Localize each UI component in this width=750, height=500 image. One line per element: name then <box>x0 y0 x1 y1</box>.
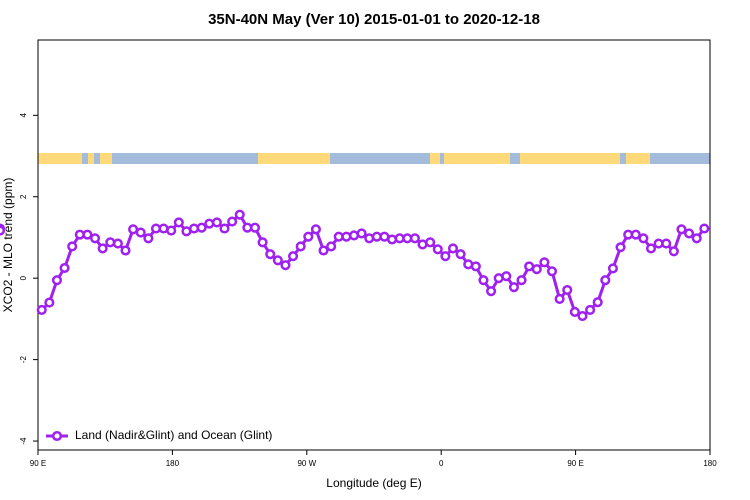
y-axis-label: XCO2 - MLO trend (ppm) <box>1 178 15 313</box>
data-point <box>607 263 618 274</box>
data-point <box>143 233 154 244</box>
data-point <box>364 233 375 244</box>
legend-marker <box>51 430 63 442</box>
x-tick-label: 90 E <box>567 459 583 468</box>
data-point <box>82 229 93 240</box>
data-point <box>67 241 78 252</box>
data-point <box>668 246 679 257</box>
data-point <box>501 271 512 282</box>
data-point <box>89 233 101 244</box>
data-point <box>577 310 588 322</box>
data-point <box>630 229 641 240</box>
data-point <box>204 218 215 229</box>
data-point <box>173 217 184 228</box>
data-point <box>36 304 47 315</box>
data-point <box>546 266 558 277</box>
data-point <box>516 275 527 286</box>
data-point <box>51 275 63 286</box>
legend-label: Land (Nadir&Glint) and Ocean (Glint) <box>75 428 272 442</box>
data-point <box>280 260 291 271</box>
data-point <box>661 238 672 249</box>
data-point <box>249 222 261 233</box>
chart-title: 35N-40N May (Ver 10) 2015-01-01 to 2020-… <box>208 11 540 28</box>
x-tick-label: 180 <box>703 459 717 468</box>
data-point <box>310 224 321 235</box>
data-point <box>44 297 55 308</box>
data-point <box>356 228 367 239</box>
y-tick-label: 4 <box>19 113 28 118</box>
data-point <box>691 233 702 244</box>
data-point <box>97 243 108 254</box>
data-point <box>341 231 352 242</box>
data-point <box>265 249 276 260</box>
data-point <box>227 216 238 227</box>
data-point <box>638 233 649 244</box>
data-point <box>699 223 710 234</box>
data-point <box>120 245 131 256</box>
data-point <box>295 241 306 252</box>
plot-frame <box>37 39 711 451</box>
x-axis-label: Longitude (deg E) <box>326 476 421 490</box>
data-point <box>592 297 603 308</box>
y-tick-label: 0 <box>19 275 28 280</box>
y-tick-label: 2 <box>19 194 28 199</box>
data-point <box>318 245 329 256</box>
data-point <box>486 286 497 297</box>
data-point <box>0 225 6 236</box>
data-point <box>432 244 443 255</box>
data-point <box>455 249 466 260</box>
data-point <box>478 275 489 286</box>
x-tick-label: 0 <box>439 459 444 468</box>
data-point <box>112 238 123 249</box>
data-point <box>447 243 459 254</box>
data-point <box>105 237 116 248</box>
data-point <box>135 227 146 238</box>
data-point <box>554 293 565 304</box>
data-point <box>257 237 268 248</box>
data-point <box>585 304 596 315</box>
data-point <box>387 234 398 245</box>
data-point <box>326 241 337 252</box>
data-point <box>303 231 314 242</box>
data-point <box>676 224 687 235</box>
data-point <box>615 242 626 253</box>
data-point <box>166 225 177 236</box>
map-strip <box>38 153 710 164</box>
data-point <box>508 282 519 293</box>
data-point <box>59 262 70 274</box>
data-point <box>272 255 283 266</box>
data-point <box>539 257 550 268</box>
data-point <box>645 243 657 254</box>
x-tick-label: 90 E <box>30 459 46 468</box>
x-tick-label: 90 W <box>297 459 316 468</box>
data-point <box>211 217 222 228</box>
data-point <box>600 275 611 286</box>
x-tick-label: 180 <box>166 459 180 468</box>
data-point <box>234 209 245 220</box>
data-point <box>440 251 451 262</box>
data-point <box>219 223 230 234</box>
data-point <box>196 222 207 233</box>
y-tick-label: -2 <box>19 356 28 364</box>
data-point <box>425 237 436 248</box>
data-point <box>288 251 299 262</box>
data-point <box>684 228 695 239</box>
data-point <box>470 261 481 272</box>
y-tick-label: -4 <box>19 437 28 445</box>
data-point <box>569 306 580 318</box>
data-point <box>562 284 573 296</box>
data-point <box>409 233 420 244</box>
data-point <box>531 264 542 275</box>
